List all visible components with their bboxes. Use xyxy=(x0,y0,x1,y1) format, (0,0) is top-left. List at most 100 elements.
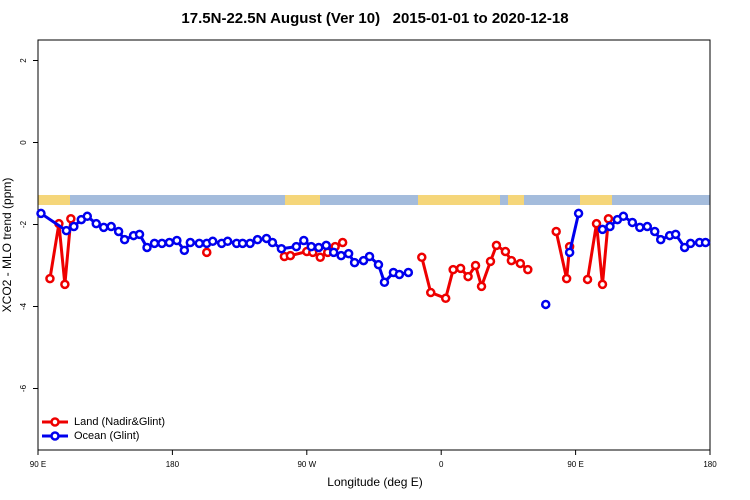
data-point xyxy=(172,235,182,246)
data-point xyxy=(61,225,72,236)
data-point xyxy=(597,279,608,290)
data-point xyxy=(603,214,614,224)
data-point xyxy=(440,293,451,304)
data-point xyxy=(337,237,348,248)
data-point xyxy=(358,255,369,266)
data-point xyxy=(561,273,572,284)
data-point xyxy=(237,238,248,249)
x-tick-label: 180 xyxy=(166,460,180,469)
data-point xyxy=(66,214,76,224)
data-point xyxy=(403,267,414,278)
plot-frame xyxy=(37,39,711,451)
data-point xyxy=(82,211,93,222)
data-point xyxy=(655,234,666,245)
y-axis-label: XCO2 - MLO trend (ppm) xyxy=(0,178,14,313)
data-point xyxy=(194,238,205,249)
data-point xyxy=(113,226,124,237)
data-point xyxy=(285,250,296,261)
data-point xyxy=(69,221,79,232)
series-line xyxy=(48,218,610,301)
data-point xyxy=(98,222,109,233)
legend-marker xyxy=(50,417,60,427)
data-point xyxy=(91,218,101,229)
data-point xyxy=(245,238,255,249)
y-tick-label: 0 xyxy=(19,140,28,145)
x-axis-label: Longitude (deg E) xyxy=(327,475,422,489)
data-point xyxy=(417,252,427,263)
data-point xyxy=(582,274,593,285)
data-point xyxy=(313,242,324,253)
data-point xyxy=(679,242,690,253)
data-point xyxy=(635,222,645,233)
data-point xyxy=(605,221,615,232)
data-point xyxy=(379,277,390,288)
data-point xyxy=(60,279,70,290)
data-point xyxy=(315,252,325,263)
data-point xyxy=(179,245,190,256)
y-tick-label: 2 xyxy=(19,58,28,63)
data-point xyxy=(523,264,533,275)
data-point xyxy=(551,226,561,237)
data-point xyxy=(515,258,526,269)
y-tick-label: -4 xyxy=(19,302,28,310)
y-tick-label: -6 xyxy=(19,384,28,392)
data-point xyxy=(142,242,152,253)
chart-title: 17.5N-22.5N August (Ver 10) 2015-01-01 t… xyxy=(181,10,568,27)
data-point xyxy=(261,233,272,244)
data-point xyxy=(364,251,375,262)
data-point xyxy=(485,256,496,267)
data-point xyxy=(394,269,405,280)
data-point xyxy=(157,238,167,249)
data-point xyxy=(685,238,696,249)
data-point xyxy=(506,255,517,266)
data-point xyxy=(700,237,711,248)
data-point xyxy=(252,234,263,245)
data-point xyxy=(201,247,212,258)
data-point xyxy=(222,236,233,247)
data-point xyxy=(591,218,602,229)
data-point xyxy=(463,271,473,282)
data-point xyxy=(267,237,278,248)
data-point xyxy=(491,240,502,251)
data-point xyxy=(642,221,653,232)
data-point xyxy=(470,260,481,271)
data-point xyxy=(476,281,487,292)
x-tick-label: 90 E xyxy=(567,460,583,469)
data-point xyxy=(425,287,436,298)
data-point xyxy=(321,240,331,251)
data-point xyxy=(343,248,354,259)
legend-label: Land (Nadir&Glint) xyxy=(74,416,165,428)
data-point xyxy=(618,211,629,222)
x-tick-label: 0 xyxy=(439,460,444,469)
map-strip xyxy=(38,195,710,205)
data-point xyxy=(164,237,175,248)
data-point xyxy=(207,236,218,247)
x-tick-label: 90 W xyxy=(297,460,316,469)
data-point xyxy=(134,229,145,240)
data-point xyxy=(149,238,160,249)
data-point xyxy=(185,237,196,248)
data-point xyxy=(36,208,46,219)
legend-label: Ocean (Glint) xyxy=(74,430,139,442)
data-point xyxy=(649,226,660,237)
data-point xyxy=(276,243,287,254)
data-point xyxy=(328,247,339,258)
data-point xyxy=(373,259,384,270)
data-point xyxy=(45,273,55,284)
data-point xyxy=(573,208,584,219)
data-point xyxy=(448,264,458,275)
data-point xyxy=(106,221,116,232)
data-point xyxy=(500,246,511,257)
data-point xyxy=(299,235,309,246)
data-point xyxy=(119,234,130,245)
data-point xyxy=(627,217,638,228)
data-point xyxy=(670,229,681,240)
x-tick-label: 180 xyxy=(703,460,717,469)
data-point xyxy=(349,257,360,268)
x-tick-label: 90 E xyxy=(30,460,46,469)
data-point xyxy=(564,247,575,258)
data-point xyxy=(306,241,317,252)
data-point xyxy=(597,224,608,235)
data-point xyxy=(455,263,466,274)
